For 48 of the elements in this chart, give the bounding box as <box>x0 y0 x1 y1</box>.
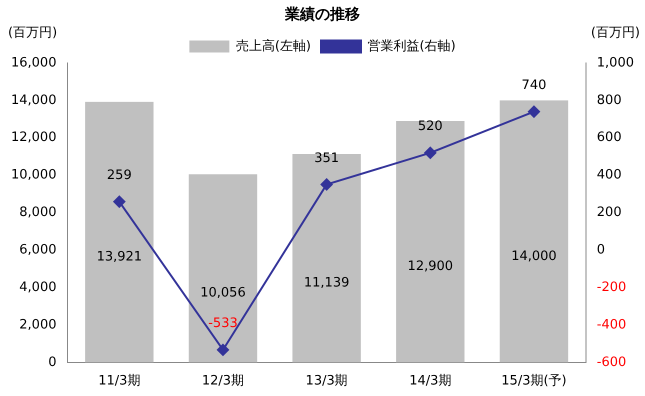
y-tick-label: 16,000 <box>10 55 56 70</box>
x-tick-label: 13/3期 <box>306 374 348 389</box>
data-label: 351 <box>314 150 340 166</box>
x-tick-label: 14/3期 <box>409 374 452 389</box>
bar <box>500 100 568 362</box>
bar <box>292 154 361 362</box>
point <box>528 106 540 118</box>
data-label: 740 <box>522 78 546 94</box>
x-tick-label: 11/3期 <box>98 374 140 389</box>
x-tick-label: 12/3期 <box>202 374 244 389</box>
point <box>320 178 333 190</box>
y2-tick-label: -600 <box>596 354 626 370</box>
data-label: 520 <box>418 119 443 134</box>
y-tick-label: 8,000 <box>19 205 56 220</box>
data-label: 14,000 <box>511 248 557 264</box>
y-tick-label: 12,000 <box>10 130 56 146</box>
y2-tick-label: 1,000 <box>596 55 634 70</box>
y2-tick-label: 0 <box>596 242 606 258</box>
y-tick-label: 2,000 <box>19 317 56 332</box>
data-label: 11,139 <box>304 276 350 291</box>
point <box>424 146 436 159</box>
y2-tick-label: -400 <box>596 317 626 332</box>
data-label: 10,056 <box>200 286 246 301</box>
bar <box>188 174 258 362</box>
legend-label: 売上高(左軸) <box>236 38 312 54</box>
y2-tick-label: -200 <box>596 280 626 295</box>
y2-axis-title: (百万円) <box>590 25 640 40</box>
y2-tick-label: 800 <box>596 92 622 108</box>
chart-title: 業績の推移 <box>284 4 360 23</box>
y-tick-label: 14,000 <box>10 92 56 108</box>
y-axis-title: (百万円) <box>8 25 58 40</box>
bar <box>396 121 465 362</box>
x-tick-label: 15/3期(予) <box>501 374 567 389</box>
y2-tick-label: 400 <box>596 168 622 183</box>
data-label: 13,921 <box>96 250 142 265</box>
y2-tick-label: 200 <box>596 205 622 220</box>
y-tick-label: 4,000 <box>19 280 56 295</box>
data-label: 12,900 <box>408 259 454 274</box>
y2-tick-label: 600 <box>596 130 622 146</box>
data-label: -533 <box>208 316 238 332</box>
point <box>216 344 229 356</box>
y-tick-label: 10,000 <box>10 168 56 183</box>
y-tick-label: 0 <box>48 354 56 370</box>
bar <box>85 102 154 362</box>
data-label: 259 <box>106 168 132 184</box>
point <box>113 196 126 208</box>
y-tick-label: 6,000 <box>19 242 56 258</box>
legend-label: 営業利益(右軸) <box>368 38 456 54</box>
